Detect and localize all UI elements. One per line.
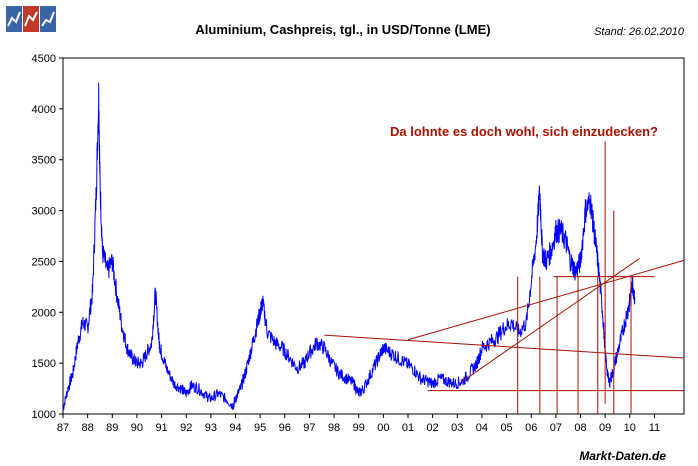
x-tick-label: 91	[155, 422, 167, 434]
x-tick-label: 01	[402, 422, 414, 434]
y-tick-label: 2500	[32, 256, 56, 268]
logo-icon	[6, 6, 56, 32]
x-tick-label: 04	[476, 422, 488, 434]
y-tick-label: 4000	[32, 104, 56, 116]
plot-frame	[62, 57, 685, 415]
x-tick-label: 10	[624, 422, 636, 434]
trend-line-up-lower	[461, 257, 640, 382]
x-tick-label: 03	[451, 422, 463, 434]
y-tick-label: 3500	[32, 155, 56, 167]
x-tick-label: 88	[82, 422, 94, 434]
x-tick-label: 97	[303, 422, 315, 434]
y-tick-label: 1000	[32, 409, 56, 421]
x-tick-label: 93	[205, 422, 217, 434]
y-tick-label: 4500	[32, 53, 56, 65]
x-tick-label: 89	[106, 422, 118, 434]
trend-line-up-upper	[407, 259, 685, 341]
chart-title: Aluminium, Cashpreis, tgl., in USD/Tonne…	[195, 22, 490, 37]
x-tick-label: 09	[599, 422, 611, 434]
y-tick-label: 1500	[32, 358, 56, 370]
source-label: Markt-Daten.de	[579, 449, 666, 463]
x-tick-label: 95	[254, 422, 266, 434]
x-tick-label: 08	[574, 422, 586, 434]
x-tick-label: 99	[353, 422, 365, 434]
x-tick-label: 96	[279, 422, 291, 434]
x-tick-label: 00	[377, 422, 389, 434]
annotation-label: Da lohnte es doch wohl, sich einzudecken…	[390, 124, 658, 139]
x-tick-label: 07	[550, 422, 562, 434]
stand-label: Stand: 26.02.2010	[594, 26, 685, 38]
x-tick-label: 06	[525, 422, 537, 434]
x-tick-label: 92	[180, 422, 192, 434]
x-tick-label: 02	[427, 422, 439, 434]
x-tick-label: 05	[500, 422, 512, 434]
y-tick-label: 2000	[32, 307, 56, 319]
x-tick-label: 98	[328, 422, 340, 434]
x-tick-label: 94	[229, 422, 241, 434]
x-tick-label: 90	[131, 422, 143, 434]
x-tick-label: 87	[57, 422, 69, 434]
aluminium-price-line	[62, 82, 636, 411]
trend-line-down	[324, 334, 685, 359]
y-tick-label: 3000	[32, 206, 56, 218]
x-tick-label: 11	[649, 422, 660, 434]
